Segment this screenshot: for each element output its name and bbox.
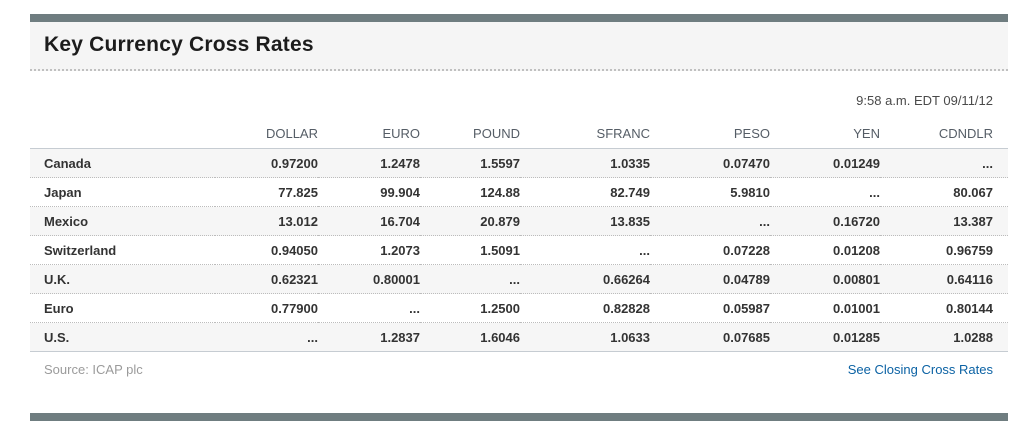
table-row: Euro 0.77900... 1.2500 0.82828 0.05987 0.0100… [30,294,1008,323]
rate-cell: 20.879 [480,214,520,229]
rate-cell: 0.07228 [723,243,770,258]
rate-cell: 0.16720 [833,214,880,229]
rate-cell: 0.00801 [833,272,880,287]
rate-cell: 0.66264 [603,272,650,287]
table-row: Switzerland 0.94050 1.2073 1.5091... 0.07228… [30,236,1008,265]
rate-cell: 13.387 [953,214,993,229]
rate-cell: 13.012 [278,214,318,229]
rate-cell: 80.067 [953,185,993,200]
source-label: Source: ICAP plc [44,362,143,377]
rate-cell: 0.01208 [833,243,880,258]
rate-cell: ... [982,156,993,171]
rate-cell: ... [409,301,420,316]
rate-cell: 1.0288 [953,330,993,345]
column-header-peso: PESO [733,126,770,141]
currency-cross-rates-module: Key Currency Cross Rates 9:58 a.m. EDT 0… [30,14,1008,421]
top-divider-bar [30,14,1008,22]
row-label: U.S. [44,330,70,345]
rate-cell: 0.64116 [946,272,993,287]
rate-cell: 0.01001 [833,301,880,316]
rate-cell: 1.5597 [480,156,520,171]
row-label: Japan [44,185,82,200]
rate-cell: 77.825 [278,185,318,200]
rate-cell: 99.904 [380,185,420,200]
module-footer: Source: ICAP plc See Closing Cross Rates [30,352,1008,377]
column-header-pound: POUND [473,126,520,141]
module-header: Key Currency Cross Rates [30,22,1008,71]
rate-cell: 0.94050 [271,243,318,258]
column-header-dollar: DOLLAR [265,126,318,141]
rate-cell: 1.2837 [380,330,420,345]
row-label: Switzerland [44,243,117,258]
row-label: Canada [44,156,91,171]
row-label: Mexico [44,214,89,229]
column-header-yen: YEN [853,126,880,141]
rate-cell: 16.704 [380,214,420,229]
rate-cell: 1.2073 [380,243,420,258]
rate-cell: 1.2500 [480,301,520,316]
rate-cell: ... [509,272,520,287]
rate-cell: 0.01285 [833,330,880,345]
table-row: U.S.... 1.2837 1.6046 1.0633 0.07685 0.01285 1… [30,322,1008,352]
rate-cell: 0.62321 [271,272,318,287]
cross-rates-table: DOLLAR EURO POUND SFRANC PESO YEN CDNDLR Canad… [30,122,1008,352]
rate-cell: 1.0633 [610,330,650,345]
table-header-row: DOLLAR EURO POUND SFRANC PESO YEN CDNDLR [30,122,1008,149]
rate-cell: 1.0335 [610,156,650,171]
page-title: Key Currency Cross Rates [44,33,314,56]
column-header-euro: EURO [382,126,420,141]
rate-cell: 0.82828 [603,301,650,316]
rate-cell: 0.07685 [723,330,770,345]
column-header-sfranc: SFRANC [596,126,650,141]
rate-cell: 124.88 [480,185,520,200]
table-row: Japan 77.825 99.904 124.88 82.749 5.9810... 80… [30,178,1008,207]
rate-cell: 1.5091 [480,243,520,258]
quote-timestamp: 9:58 a.m. EDT 09/11/12 [856,93,993,108]
column-header-cdndlr: CDNDLR [938,126,993,141]
table-row: U.K. 0.62321 0.80001... 0.66264 0.04789 0.008… [30,264,1008,294]
rate-cell: 0.97200 [271,156,318,171]
rate-cell: 0.80144 [946,301,993,316]
bottom-divider-bar [30,413,1008,421]
rate-cell: 0.80001 [373,272,420,287]
row-label: U.K. [44,272,70,287]
column-header-blank [30,122,215,149]
rate-cell: 1.2478 [380,156,420,171]
rate-cell: ... [307,330,318,345]
rate-cell: ... [639,243,650,258]
rate-cell: 0.77900 [271,301,318,316]
rate-cell: 0.05987 [723,301,770,316]
rate-cell: 0.96759 [946,243,993,258]
table-row: Mexico 13.012 16.704 20.879 13.835... 0.16720… [30,206,1008,236]
rate-cell: 82.749 [610,185,650,200]
rate-cell: 0.01249 [833,156,880,171]
rate-cell: 5.9810 [730,185,770,200]
rate-cell: ... [869,185,880,200]
rate-cell: ... [759,214,770,229]
rate-cell: 13.835 [610,214,650,229]
closing-cross-rates-link[interactable]: See Closing Cross Rates [847,362,993,377]
rate-cell: 0.07470 [723,156,770,171]
row-label: Euro [44,301,74,316]
rate-cell: 0.04789 [723,272,770,287]
table-row: Canada 0.97200 1.2478 1.5597 1.0335 0.07470 0.… [30,148,1008,178]
table-body: Canada 0.97200 1.2478 1.5597 1.0335 0.07470 0.… [30,148,1008,352]
rate-cell: 1.6046 [480,330,520,345]
